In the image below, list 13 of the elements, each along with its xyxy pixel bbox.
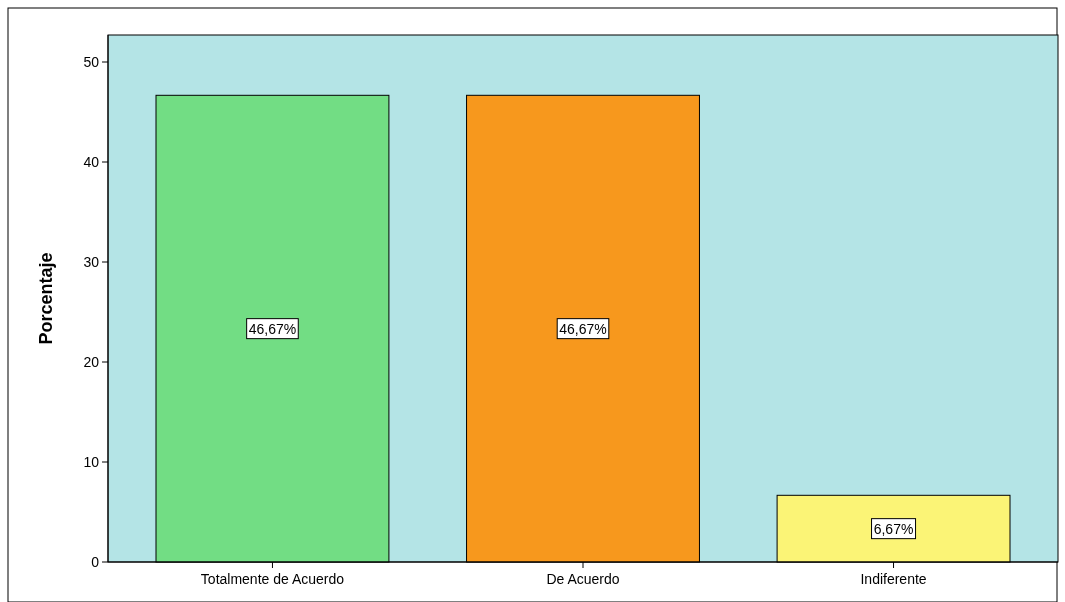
- x-tick-label: Totalmente de Acuerdo: [200, 571, 345, 587]
- y-axis-title: Porcentaje: [36, 252, 56, 345]
- data-label: 46,67%: [559, 320, 607, 337]
- y-tick-label: 10: [83, 454, 100, 470]
- y-tick-label: 0: [91, 554, 100, 570]
- x-tick-label: De Acuerdo: [546, 571, 620, 587]
- data-label: 6,67%: [873, 520, 914, 537]
- y-tick-label: 20: [83, 354, 100, 370]
- y-tick-label: 50: [83, 54, 100, 70]
- x-tick-label: Indiferente: [860, 571, 927, 587]
- y-tick-label: 30: [83, 254, 100, 270]
- data-label: 46,67%: [248, 320, 297, 337]
- y-tick-label: 40: [83, 154, 100, 170]
